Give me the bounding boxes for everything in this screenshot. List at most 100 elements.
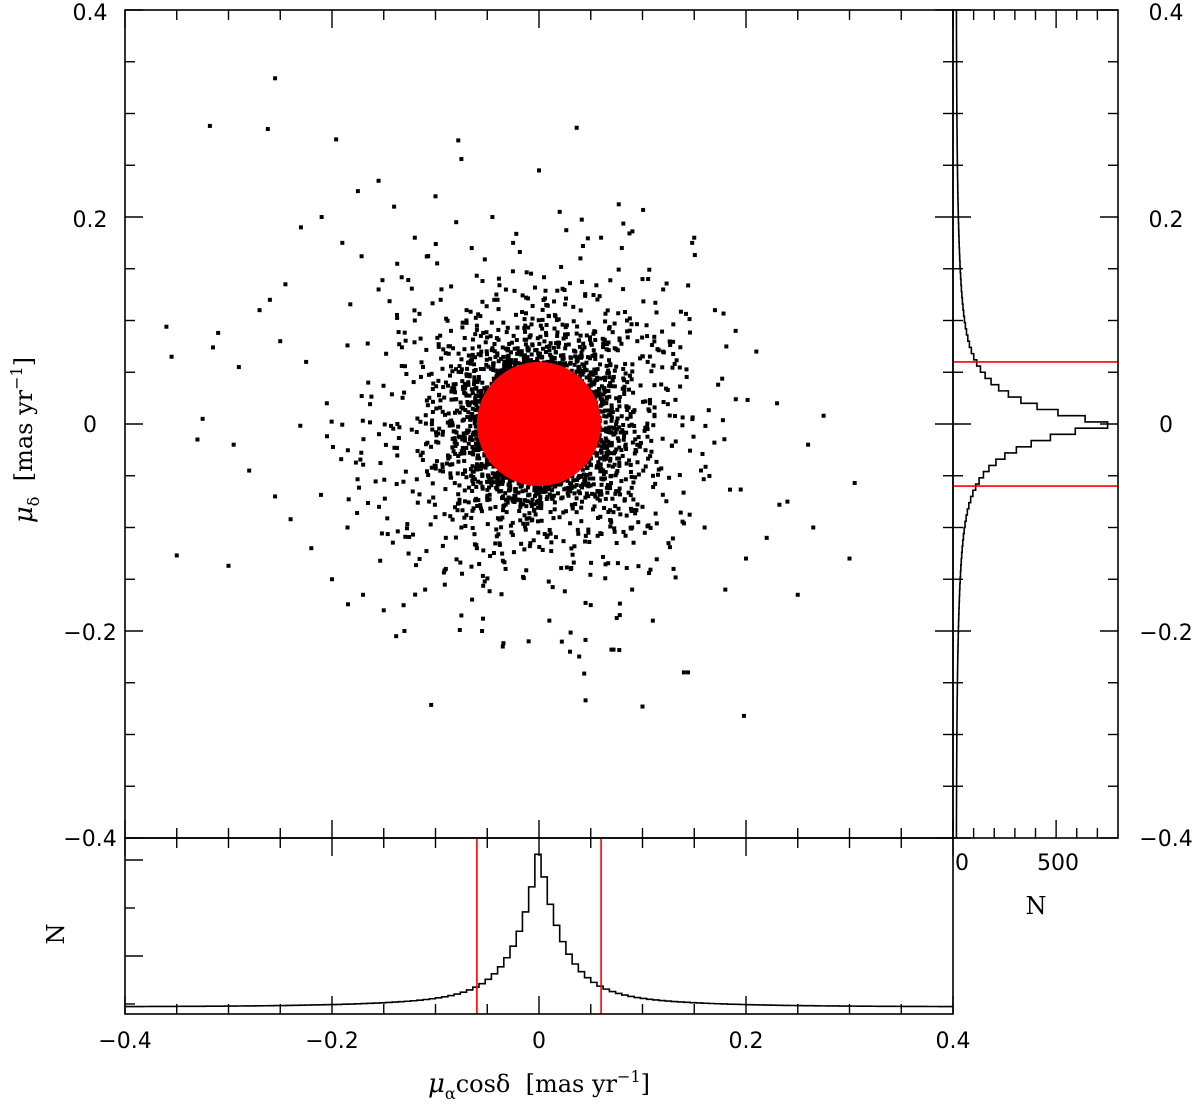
scatter-point bbox=[453, 451, 458, 456]
scatter-point bbox=[267, 297, 272, 302]
scatter-point bbox=[467, 393, 472, 398]
scatter-point bbox=[532, 507, 537, 512]
scatter-point bbox=[582, 364, 587, 369]
scatter-point bbox=[509, 358, 514, 363]
scatter-point bbox=[614, 422, 619, 427]
scatter-point bbox=[511, 499, 516, 504]
scatter-point bbox=[608, 278, 613, 283]
scatter-point bbox=[617, 613, 622, 618]
scatter-point bbox=[433, 194, 438, 199]
scatter-point bbox=[594, 453, 599, 458]
scatter-point bbox=[659, 466, 664, 471]
scatter-point bbox=[392, 204, 397, 209]
scatter-point bbox=[568, 489, 573, 494]
scatter-point bbox=[617, 445, 622, 450]
scatter-point bbox=[555, 334, 560, 339]
scatter-point bbox=[409, 427, 414, 432]
scatter-point bbox=[598, 448, 603, 453]
scatter-point bbox=[465, 366, 470, 371]
scatter-point bbox=[468, 467, 473, 472]
scatter-point bbox=[547, 492, 552, 497]
scatter-point bbox=[764, 535, 769, 540]
scatter-point bbox=[441, 385, 446, 390]
scatter-point bbox=[462, 449, 467, 454]
scatter-point bbox=[664, 281, 669, 286]
scatter-point bbox=[485, 495, 490, 500]
scatter-point bbox=[623, 371, 628, 376]
scatter-point bbox=[548, 531, 553, 536]
scatter-point bbox=[645, 425, 650, 430]
scatter-point bbox=[673, 397, 678, 402]
scatter-point bbox=[604, 363, 609, 368]
scatter-point bbox=[566, 342, 571, 347]
scatter-point bbox=[636, 564, 641, 569]
scatter-point bbox=[434, 459, 439, 464]
scatter-point bbox=[357, 485, 362, 490]
scatter-point bbox=[288, 517, 293, 522]
scatter-point bbox=[479, 395, 484, 400]
scatter-point bbox=[497, 517, 502, 522]
scatter-point bbox=[494, 373, 499, 378]
scatter-point bbox=[643, 448, 648, 453]
scatter-point bbox=[485, 522, 490, 527]
scatter-point bbox=[392, 445, 397, 450]
right-y-tick-label: 0.2 bbox=[1149, 208, 1184, 233]
scatter-point bbox=[446, 411, 451, 416]
scatter-point bbox=[516, 490, 521, 495]
scatter-point bbox=[640, 335, 645, 340]
scatter-point bbox=[608, 486, 613, 491]
scatter-point bbox=[445, 453, 450, 458]
scatter-point bbox=[473, 418, 478, 423]
scatter-point bbox=[606, 408, 611, 413]
scatter-point bbox=[450, 386, 455, 391]
scatter-point bbox=[365, 341, 370, 346]
scatter-point bbox=[568, 360, 573, 365]
scatter-point bbox=[484, 304, 489, 309]
scatter-point bbox=[471, 474, 476, 479]
scatter-point bbox=[438, 297, 443, 302]
scatter-point bbox=[590, 353, 595, 358]
scatter-point bbox=[580, 482, 585, 487]
scatter-point bbox=[429, 444, 434, 449]
scatter-point bbox=[606, 389, 611, 394]
y-histogram-frame bbox=[952, 9, 1119, 839]
scatter-point bbox=[569, 368, 574, 373]
scatter-point bbox=[497, 283, 502, 288]
scatter-point bbox=[563, 325, 568, 330]
y-tick-label: 0.4 bbox=[73, 1, 108, 26]
scatter-point bbox=[619, 448, 624, 453]
scatter-point bbox=[579, 217, 584, 222]
scatter-point bbox=[727, 487, 732, 492]
scatter-point bbox=[524, 504, 529, 509]
scatter-point bbox=[588, 572, 593, 577]
scatter-point bbox=[412, 340, 417, 345]
scatter-point bbox=[525, 521, 530, 526]
scatter-point bbox=[345, 525, 350, 530]
scatter-point bbox=[531, 538, 536, 543]
scatter-point bbox=[627, 316, 632, 321]
scatter-point bbox=[459, 357, 464, 362]
scatter-point bbox=[478, 333, 483, 338]
scatter-point bbox=[617, 399, 622, 404]
scatter-point bbox=[435, 261, 440, 266]
scatter-point bbox=[443, 380, 448, 385]
scatter-point bbox=[588, 383, 593, 388]
scatter-point bbox=[538, 495, 543, 500]
scatter-point bbox=[448, 373, 453, 378]
scatter-point bbox=[660, 436, 665, 441]
scatter-point bbox=[683, 311, 688, 316]
scatter-point bbox=[847, 556, 852, 561]
scatter-point bbox=[437, 393, 442, 398]
scatter-point bbox=[469, 414, 474, 419]
scatter-point bbox=[540, 317, 545, 322]
scatter-point bbox=[584, 491, 589, 496]
scatter-point bbox=[614, 615, 619, 620]
scatter-point bbox=[652, 412, 657, 417]
scatter-point bbox=[616, 267, 621, 272]
scatter-point bbox=[597, 490, 602, 495]
scatter-point bbox=[582, 480, 587, 485]
scatter-point bbox=[673, 575, 678, 580]
scatter-point bbox=[604, 485, 609, 490]
scatter-point bbox=[516, 497, 521, 502]
scatter-point bbox=[462, 499, 467, 504]
